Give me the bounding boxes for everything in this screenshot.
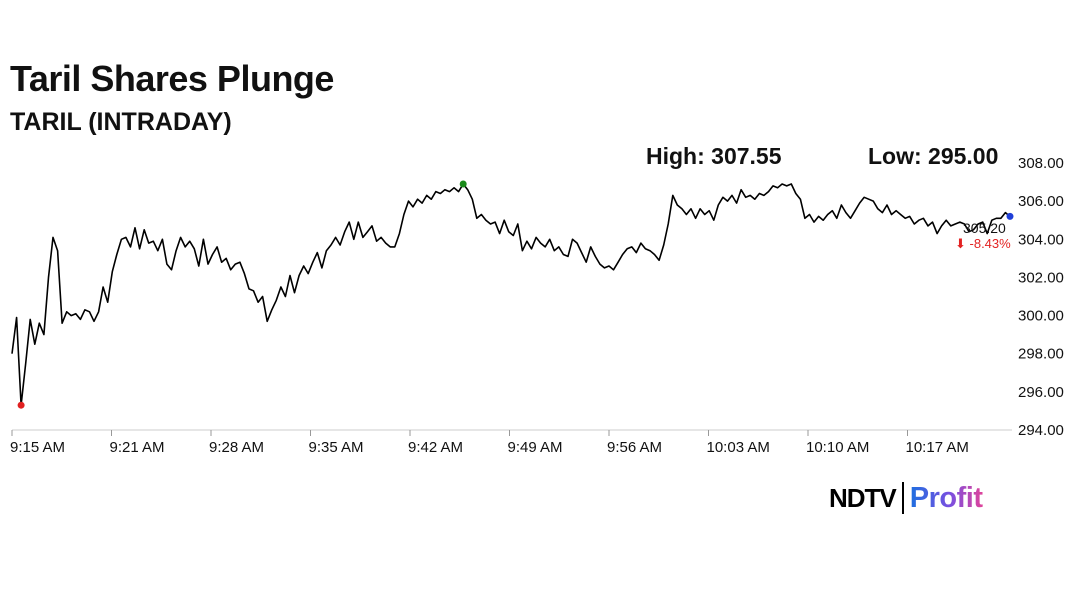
x-tick-label: 9:28 AM [209,439,264,456]
last-price-label: 305.20 [963,220,1006,236]
high-marker [459,180,467,188]
day-high-label: High: 307.55 [646,143,782,169]
x-tick-label: 10:17 AM [906,439,969,456]
chart-title: Taril Shares Plunge [10,58,334,99]
ndtv-profit-logo: NDTV Profit [829,478,983,518]
y-tick-label: 298.00 [1018,346,1064,363]
chart-subtitle: TARIL (INTRADAY) [10,108,232,136]
x-tick-label: 9:35 AM [309,439,364,456]
y-tick-label: 304.00 [1018,231,1064,248]
profit-wordmark: Profit [909,481,983,514]
y-tick-label: 308.00 [1018,155,1064,172]
day-low-label: Low: 295.00 [868,143,999,169]
logo-divider [901,482,904,514]
x-tick-label: 9:15 AM [10,439,65,456]
ndtv-wordmark: NDTV [829,482,897,513]
x-tick-label: 9:49 AM [508,439,563,456]
y-tick-label: 306.00 [1018,193,1064,210]
x-tick-label: 9:56 AM [607,439,662,456]
x-tick-label: 9:21 AM [110,439,165,456]
price-series-line [11,183,1011,406]
y-tick-label: 302.00 [1018,269,1064,286]
x-tick-label: 9:42 AM [408,439,463,456]
y-tick-label: 300.00 [1018,308,1064,325]
x-tick-label: 10:10 AM [806,439,869,456]
y-tick-label: 294.00 [1018,422,1064,439]
y-tick-label: 296.00 [1018,384,1064,401]
last-price-marker [1006,212,1014,220]
x-tick-label: 10:03 AM [707,439,770,456]
y-axis: 294.00 296.00 298.00 300.00 302.00 304.00 306.… [1018,155,1064,439]
x-axis-ticks: 9:15 AM 9:21 AM 9:28 AM 9:35 AM 9:42 AM 9:49 … [10,430,969,456]
change-percent-label: ⬇ -8.43% [955,236,1011,251]
low-marker [17,401,25,409]
